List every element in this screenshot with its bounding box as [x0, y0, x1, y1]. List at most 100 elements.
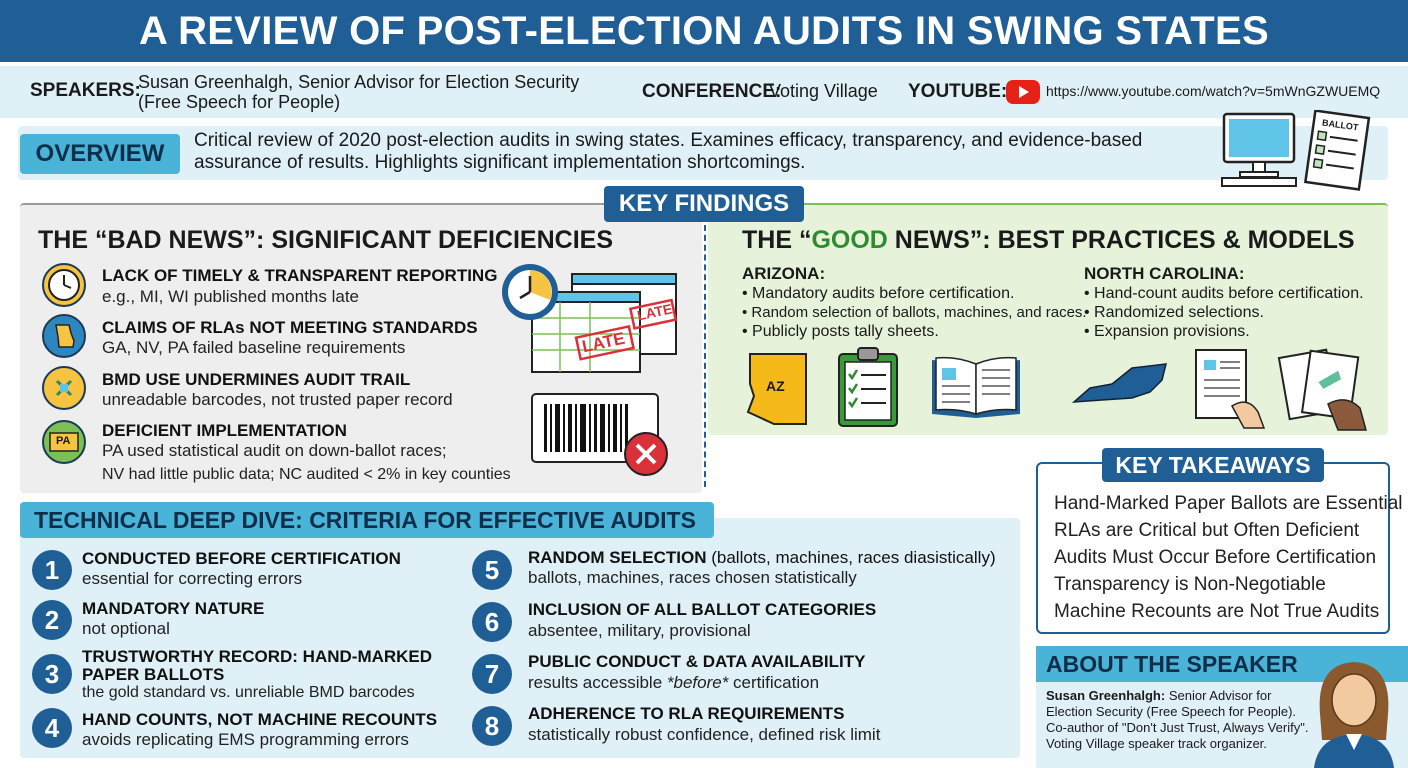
- good-news-heading: THE “GOOD NEWS”: BEST PRACTICES & MODELS: [742, 226, 1355, 255]
- overview-label: OVERVIEW: [20, 134, 180, 174]
- speaker-avatar: [1306, 654, 1402, 768]
- overview-text: Critical review of 2020 post-election au…: [194, 130, 1184, 174]
- list-item: • Mandatory audits before certification.: [742, 285, 1015, 302]
- paper-ballots-hand-icon: [1276, 344, 1368, 432]
- az-label: AZ: [766, 378, 785, 394]
- criterion-title: INCLUSION OF ALL BALLOT CATEGORIES: [528, 600, 877, 619]
- youtube-link[interactable]: https://www.youtube.com/watch?v=5mWnGZWU…: [1046, 83, 1381, 99]
- overview-line-2: assurance of results. Highlights signifi…: [194, 152, 806, 173]
- open-book-icon: [928, 352, 1024, 422]
- overview-line-1: Critical review of 2020 post-election au…: [194, 130, 1143, 151]
- speaker-bio-1: Senior Advisor for: [1165, 688, 1272, 703]
- criterion-number: 8: [472, 706, 512, 746]
- criterion-title-suffix: (ballots, machines, races diasistically): [706, 548, 996, 567]
- criterion-title: PUBLIC CONDUCT & DATA AVAILABILITY: [528, 652, 866, 671]
- criterion-number: 7: [472, 654, 512, 694]
- criterion-desc: absentee, military, provisional: [528, 621, 751, 640]
- criterion-number: 1: [32, 550, 72, 590]
- bad-item-desc-2: NV had little public data; NC audited < …: [102, 466, 511, 483]
- list-item: Audits Must Occur Before Certification: [1054, 547, 1377, 568]
- criterion-desc: statistically robust confidence, defined…: [528, 725, 881, 744]
- list-item: Hand-Marked Paper Ballots are Essential: [1054, 493, 1403, 514]
- criterion-title-main: RANDOM SELECTION: [528, 548, 707, 567]
- criterion-desc-emphasis: *before*: [666, 673, 729, 692]
- criterion-number: 2: [32, 600, 72, 640]
- technical-label: TECHNICAL DEEP DIVE: CRITERIA FOR EFFECT…: [20, 502, 714, 538]
- barcode-error-icon: [530, 392, 675, 476]
- about-text: Susan Greenhalgh: Senior Advisor for Ele…: [1046, 688, 1312, 752]
- takeaways-panel: [1036, 462, 1390, 634]
- pa-label: PA: [56, 435, 71, 447]
- criterion-desc-pre: results accessible: [528, 673, 667, 692]
- list-item: • Randomized selections.: [1084, 304, 1264, 321]
- speakers-line-1: Susan Greenhalgh, Senior Advisor for Ele…: [138, 72, 580, 92]
- bad-item-title: LACK OF TIMELY & TRANSPARENT REPORTING: [102, 266, 498, 285]
- good-heading-post: NEWS”: BEST PRACTICES & MODELS: [887, 226, 1355, 254]
- key-findings-label: KEY FINDINGS: [604, 186, 804, 222]
- criterion-desc: avoids replicating EMS programming error…: [82, 730, 409, 749]
- criterion-title: TRUSTWORTHY RECORD: HAND-MARKED PAPER BA…: [82, 648, 432, 684]
- good-heading-pre: THE “: [742, 226, 812, 254]
- criterion-title: CONDUCTED BEFORE CERTIFICATION: [82, 549, 401, 568]
- list-item: RLAs are Critical but Often Deficient: [1054, 520, 1360, 541]
- overview-panel: [18, 126, 1388, 180]
- list-item: • Hand-count audits before certification…: [1084, 285, 1364, 302]
- criterion-desc: not optional: [82, 619, 170, 638]
- ballot-icon: BALLOT: [1302, 109, 1372, 192]
- bad-item-title: BMD USE UNDERMINES AUDIT TRAIL: [102, 370, 411, 389]
- expand-arrows-icon: [42, 366, 86, 410]
- criterion-number: 6: [472, 602, 512, 642]
- criterion-number: 5: [472, 550, 512, 590]
- list-item: • Random selection of ballots, machines,…: [742, 304, 1087, 321]
- criterion-title: RANDOM SELECTION (ballots, machines, rac…: [528, 549, 996, 567]
- criterion-title: HAND COUNTS, NOT MACHINE RECOUNTS: [82, 710, 438, 729]
- criterion-desc: essential for correcting errors: [82, 569, 303, 588]
- speaker-bio-4: Voting Village speaker track organizer.: [1046, 736, 1267, 751]
- list-item: • Expansion provisions.: [1084, 323, 1250, 340]
- speakers-line-2: (Free Speech for People): [138, 92, 341, 112]
- criterion-number: 3: [32, 654, 72, 694]
- speaker-bio-3: Co-author of "Don't Just Trust, Always V…: [1046, 720, 1309, 735]
- pennsylvania-map-icon: PA: [42, 420, 86, 464]
- speakers-value: Susan Greenhalgh, Senior Advisor for Ele…: [138, 72, 579, 112]
- list-item: Machine Recounts are Not True Audits: [1054, 601, 1380, 622]
- youtube-icon[interactable]: [1006, 80, 1040, 104]
- criterion-title-line-1: TRUSTWORTHY RECORD: HAND-MARKED: [82, 647, 433, 666]
- takeaways-list: Hand-Marked Paper Ballots are Essential …: [1054, 490, 1403, 625]
- criterion-title-line-2: PAPER BALLOTS: [82, 665, 225, 684]
- bad-item-desc: PA used statistical audit on down-ballot…: [102, 441, 447, 460]
- list-item: • Publicly posts tally sheets.: [742, 323, 939, 340]
- criterion-desc: ballots, machines, races chosen statisti…: [528, 568, 857, 587]
- clock-icon: [42, 263, 86, 307]
- arizona-list: • Mandatory audits before certification.…: [742, 284, 1087, 341]
- bad-news-heading: THE “BAD NEWS”: SIGNIFICANT DEFICIENCIES: [38, 226, 614, 254]
- findings-divider: [704, 225, 706, 487]
- north-carolina-map-icon: [1071, 362, 1170, 408]
- criterion-number: 4: [32, 708, 72, 748]
- good-news-panel: [708, 203, 1388, 435]
- north-carolina-list: • Hand-count audits before certification…: [1084, 284, 1364, 341]
- criterion-title: ADHERENCE TO RLA REQUIREMENTS: [528, 704, 845, 723]
- criterion-desc: the gold standard vs. unreliable BMD bar…: [82, 684, 415, 701]
- speakers-label: SPEAKERS:: [30, 80, 141, 101]
- north-carolina-heading: NORTH CAROLINA:: [1084, 264, 1245, 283]
- criterion-title: MANDATORY NATURE: [82, 599, 265, 618]
- youtube-label: YOUTUBE:: [908, 81, 1008, 102]
- bad-item-desc: GA, NV, PA failed baseline requirements: [102, 338, 406, 357]
- technical-panel: [20, 518, 1020, 758]
- bad-item-title: DEFICIENT IMPLEMENTATION: [102, 421, 347, 440]
- criterion-desc: results accessible *before* certificatio…: [528, 673, 819, 692]
- clipboard-checklist-icon: [836, 346, 900, 428]
- bad-item-desc: e.g., MI, WI published months late: [102, 287, 360, 306]
- speaker-bio-2: Election Security (Free Speech for Peopl…: [1046, 704, 1297, 719]
- good-heading-good: GOOD: [811, 226, 888, 254]
- page-title: A REVIEW OF POST-ELECTION AUDITS IN SWIN…: [0, 0, 1408, 62]
- criterion-desc-post: certification: [728, 673, 820, 692]
- bad-item-title: CLAIMS OF RLAs NOT MEETING STANDARDS: [102, 318, 478, 337]
- hand-count-document-icon: [1192, 346, 1268, 430]
- bad-item-desc: unreadable barcodes, not trusted paper r…: [102, 390, 453, 409]
- computer-icon: [1220, 112, 1298, 188]
- arizona-map-icon: AZ: [744, 350, 812, 428]
- late-reports-icon: LATE LATE: [498, 258, 688, 378]
- conference-label: CONFERENCE:: [642, 81, 782, 102]
